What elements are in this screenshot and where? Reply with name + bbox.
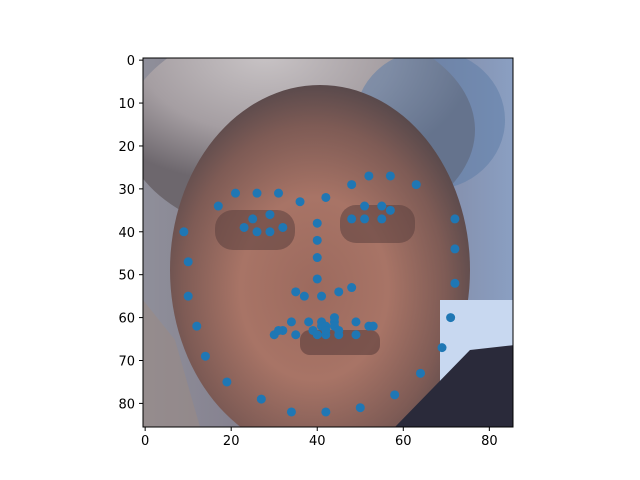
x-tick-label: 40 [309,434,326,449]
scatter-point [360,214,370,224]
scatter-points [179,171,460,417]
scatter-point [291,330,301,340]
scatter-point [299,291,309,301]
scatter-point [286,317,296,327]
scatter-point [364,171,374,181]
scatter-point [274,188,284,198]
y-tick-label: 60 [118,312,135,327]
scatter-point [355,403,365,413]
scatter-point [312,274,322,284]
scatter-point [179,227,189,237]
scatter-point [385,205,395,215]
scatter-point [351,317,361,327]
scatter-point [200,351,210,361]
y-tick-label: 80 [118,397,135,412]
scatter-point [321,325,331,335]
scatter-point [437,343,447,353]
x-tick-label: 60 [395,434,412,449]
scatter-point [360,201,370,211]
scatter-point [334,325,344,335]
scatter-point [291,287,301,297]
scatter-point [411,180,421,190]
scatter-point [347,283,357,293]
scatter-point [329,313,339,323]
y-tick-label: 50 [118,269,135,284]
axes-frame [142,57,514,428]
scatter-point [385,171,395,181]
y-tick-label: 10 [118,97,135,112]
scatter-point [450,244,460,254]
scatter-point [321,192,331,202]
scatter-point [239,222,249,232]
scatter-point [231,188,240,198]
scatter-point [450,214,460,224]
face-image [143,58,513,427]
scatter-point [213,201,223,211]
scatter-point [312,218,322,228]
scatter-point [265,210,275,220]
scatter-point [390,390,400,400]
scatter-point [183,257,193,267]
scatter-point [278,222,288,232]
scatter-point [295,197,305,207]
scatter-point [252,227,262,237]
scatter-point [377,201,387,211]
scatter-point [321,407,331,417]
x-tick-label: 20 [223,434,240,449]
scatter-point [312,235,322,245]
scatter-point [450,278,460,288]
scatter-point [351,330,361,340]
scatter-point [347,214,357,224]
scatter-point [317,291,327,301]
scatter-point [446,313,456,323]
scatter-point [334,287,344,297]
scatter-point [304,317,314,327]
scatter-point [192,321,202,331]
scatter-point [347,180,357,190]
y-tick-label: 40 [118,226,135,241]
scatter-point [312,253,322,263]
scatter-point [286,407,296,417]
scatter-point [265,227,275,237]
scatter-point [416,368,425,378]
scatter-point [248,214,258,224]
scatter-point [312,330,322,340]
scatter-point [183,291,193,301]
y-tick-label: 30 [118,183,135,198]
scatter-point [368,321,378,331]
y-tick-label: 0 [127,54,135,69]
y-tick-label: 70 [118,354,135,369]
scatter-point [274,325,284,335]
scatter-point [252,188,262,198]
scatter-point [222,377,232,387]
x-tick-label: 80 [481,434,498,449]
scatter-point [256,394,266,404]
axis-ticks: 0 20 40 60 80 0 10 20 30 40 50 60 70 80 [118,54,497,449]
scatter-point [377,214,387,224]
x-tick-label: 0 [141,434,149,449]
y-tick-label: 20 [118,140,135,155]
